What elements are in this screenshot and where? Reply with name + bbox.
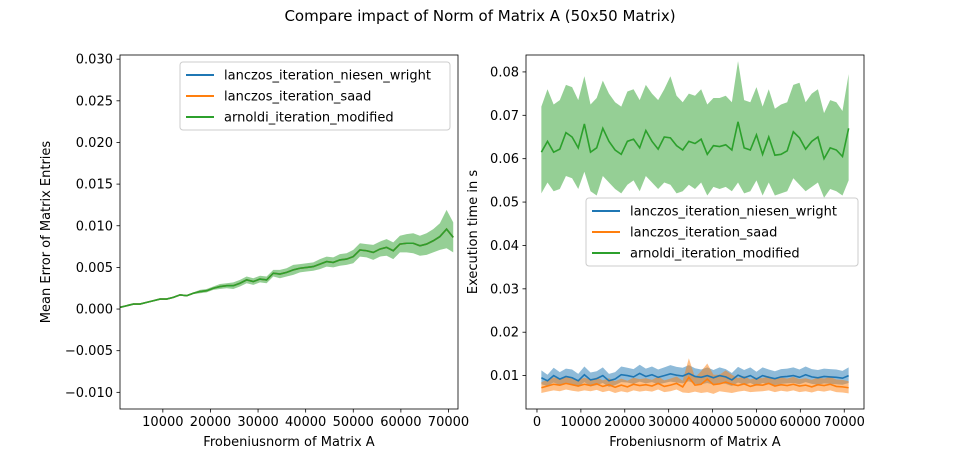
legend-label-lanczos_iteration_niesen_wright: lanczos_iteration_niesen_wright — [630, 205, 837, 220]
y-tick-label: −0.010 — [65, 386, 113, 401]
x-tick-label: 20000 — [604, 415, 645, 430]
legend-box — [585, 197, 859, 267]
y-axis-label: Execution time in s — [466, 170, 481, 294]
x-tick-label: 60000 — [780, 415, 821, 430]
y-tick-label: 0.005 — [76, 261, 113, 276]
x-tick-label: 50000 — [333, 415, 374, 430]
line-lanczos_iteration_niesen_wright — [541, 372, 849, 382]
y-tick-label: 0.010 — [76, 219, 113, 234]
legend-label-lanczos_iteration_saad: lanczos_iteration_saad — [224, 90, 371, 105]
y-tick-label: 0.025 — [76, 94, 113, 109]
execution-time-chart: 0 10000 20000 30000 40000 50000 60000 70000 0.01… — [466, 54, 865, 450]
x-axis-label: Frobeniusnorm of Matrix A — [203, 435, 374, 450]
line-arnoldi_iteration_modified — [120, 227, 454, 309]
axes-frame — [119, 54, 459, 410]
y-tick-label: 0.020 — [76, 136, 113, 151]
y-tick-label: 0.03 — [490, 282, 519, 297]
x-tick-label: 70000 — [824, 415, 865, 430]
x-tick-label: 10000 — [142, 415, 183, 430]
y-tick-label: −0.005 — [65, 344, 113, 359]
y-tick-label: 0.08 — [490, 65, 519, 80]
line-arnoldi_iteration_modified — [540, 121, 850, 161]
legend-label-lanczos_iteration_saad: lanczos_iteration_saad — [630, 226, 777, 241]
legend-label-lanczos_iteration_niesen_wright: lanczos_iteration_niesen_wright — [224, 69, 431, 84]
x-tick-label: 70000 — [428, 415, 469, 430]
x-tick-label: 30000 — [648, 415, 689, 430]
band-arnoldi_iteration_modified — [120, 209, 454, 308]
x-tick-label: 10000 — [560, 415, 601, 430]
plot-area — [120, 209, 454, 309]
x-tick-label: 40000 — [692, 415, 733, 430]
y-tick-label: 0.02 — [490, 326, 519, 341]
y-tick-label: 0.030 — [76, 53, 113, 68]
y-tick-label: 0.07 — [490, 109, 519, 124]
band-arnoldi_iteration_modified — [541, 61, 849, 198]
x-axis-label: Frobeniusnorm of Matrix A — [609, 435, 780, 450]
x-tick-label: 50000 — [736, 415, 777, 430]
figure-title: Compare impact of Norm of Matrix A (50x5… — [284, 7, 675, 25]
legend-label-arnoldi_iteration_modified: arnoldi_iteration_modified — [224, 111, 394, 126]
legend: lanczos_iteration_niesen_wright lanczos_i… — [585, 197, 859, 267]
y-tick-label: 0.06 — [490, 152, 519, 167]
y-axis-label: Mean Error of Matrix Entries — [39, 141, 54, 324]
y-tick-label: 0.015 — [76, 178, 113, 193]
legend-label-arnoldi_iteration_modified: arnoldi_iteration_modified — [630, 247, 800, 262]
legend: lanczos_iteration_niesen_wright lanczos_i… — [179, 61, 451, 131]
plot-area — [540, 61, 850, 394]
y-tick-label: 0.05 — [490, 196, 519, 211]
x-tick-label: 60000 — [380, 415, 421, 430]
axes-frame — [525, 54, 865, 410]
y-tick-label: 0.04 — [490, 239, 519, 254]
error-chart: 10000 20000 30000 40000 50000 60000 70000 −0.01… — [39, 53, 469, 450]
x-tick-label: 40000 — [285, 415, 326, 430]
line-lanczos_iteration_saad — [541, 375, 849, 389]
x-tick-label: 20000 — [190, 415, 231, 430]
x-tick-label: 30000 — [237, 415, 278, 430]
y-tick-label: 0.000 — [76, 303, 113, 318]
y-tick-label: 0.01 — [490, 369, 519, 384]
legend-box — [179, 61, 451, 131]
x-tick-label: 0 — [533, 415, 541, 430]
